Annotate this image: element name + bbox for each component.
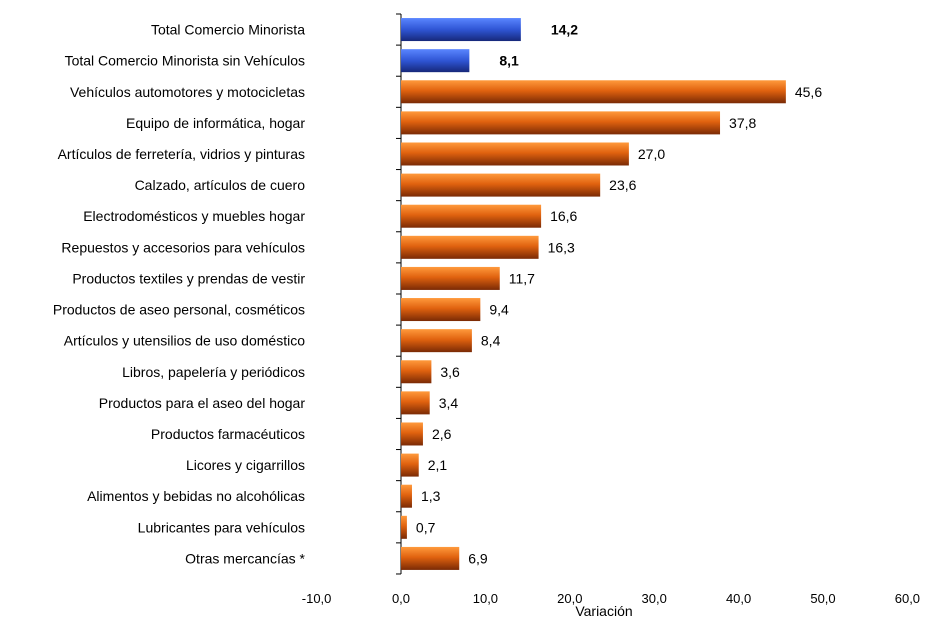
bar-15	[401, 453, 419, 477]
x-tick-label: 0,0	[392, 591, 410, 606]
bar-4	[401, 111, 721, 135]
x-tick-labels: -10,0 0,0 10,0 20,0 30,0 40,0 50,0 60,0	[302, 591, 920, 606]
bar-14	[401, 422, 423, 446]
data-label: 2,6	[432, 426, 452, 442]
x-axis-title: Variación	[575, 603, 632, 618]
bar-5	[401, 142, 629, 166]
x-tick-label: -10,0	[302, 591, 332, 606]
category-label: Artículos y utensilios de uso doméstico	[64, 333, 305, 349]
bar-3	[401, 80, 786, 104]
data-label: 37,8	[729, 115, 756, 131]
bar-6	[401, 173, 601, 197]
data-label: 8,4	[481, 333, 501, 349]
data-label: 16,6	[550, 208, 577, 224]
category-label: Licores y cigarrillos	[186, 457, 305, 473]
bar-8	[401, 235, 539, 259]
bar-18	[401, 546, 460, 570]
category-label: Alimentos y bebidas no alcohólicas	[87, 488, 305, 504]
x-tick-label: 40,0	[726, 591, 751, 606]
data-label: 14,2	[551, 22, 578, 38]
category-label: Productos farmacéuticos	[151, 426, 305, 442]
x-tick-label: 10,0	[473, 591, 498, 606]
bar-11	[401, 329, 472, 353]
data-label: 45,6	[795, 84, 822, 100]
data-label: 3,4	[439, 395, 459, 411]
bar-10	[401, 298, 481, 322]
bar-7	[401, 204, 542, 228]
category-label: Equipo de informática, hogar	[126, 115, 305, 131]
x-tick-label: 50,0	[810, 591, 835, 606]
data-label: 6,9	[468, 550, 488, 566]
category-label: Repuestos y accesorios para vehículos	[61, 239, 305, 255]
bar-2	[401, 49, 470, 73]
data-label: 0,7	[416, 519, 436, 535]
bar-13	[401, 391, 430, 415]
x-tick-label: 60,0	[895, 591, 920, 606]
data-label: 23,6	[609, 177, 636, 193]
category-label: Artículos de ferretería, vidrios y pintu…	[58, 146, 305, 162]
data-label: 2,1	[428, 457, 448, 473]
x-tick-label: 30,0	[642, 591, 667, 606]
bar-17	[401, 515, 407, 539]
bar-12	[401, 360, 432, 384]
category-label: Lubricantes para vehículos	[138, 519, 305, 535]
data-label: 1,3	[421, 488, 441, 504]
bar-9	[401, 266, 500, 290]
bars-layer	[401, 18, 786, 570]
data-label: 27,0	[638, 146, 665, 162]
bar-16	[401, 484, 412, 508]
category-label: Productos textiles y prendas de vestir	[72, 270, 305, 286]
bar-1	[401, 18, 521, 42]
category-label: Vehículos automotores y motocicletas	[70, 84, 305, 100]
category-label: Productos de aseo personal, cosméticos	[53, 302, 305, 318]
data-label: 16,3	[548, 239, 575, 255]
category-label: Productos para el aseo del hogar	[99, 395, 306, 411]
axis-layer	[396, 13, 402, 575]
data-label: 11,7	[509, 270, 535, 286]
data-label: 9,4	[489, 302, 509, 318]
category-label: Total Comercio Minorista sin Vehículos	[65, 53, 305, 69]
category-label: Calzado, artículos de cuero	[135, 177, 306, 193]
data-label: 8,1	[499, 53, 519, 69]
data-label: 3,6	[440, 364, 460, 380]
category-label: Total Comercio Minorista	[151, 22, 305, 38]
labels-layer: Total Comercio Minorista 14,2 Total Comerc…	[53, 22, 822, 567]
category-label: Libros, papelería y periódicos	[122, 364, 305, 380]
category-label: Electrodomésticos y muebles hogar	[83, 208, 305, 224]
category-label: Otras mercancías *	[185, 550, 305, 566]
x-tick-label: 20,0	[557, 591, 582, 606]
